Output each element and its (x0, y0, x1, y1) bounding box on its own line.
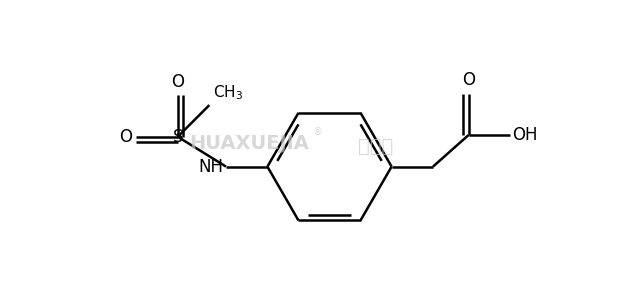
Text: 化学加: 化学加 (358, 137, 393, 156)
Text: NH: NH (198, 158, 224, 176)
Text: ®: ® (313, 127, 323, 137)
Text: O: O (171, 73, 184, 91)
Text: S: S (172, 128, 183, 146)
Text: OH: OH (513, 126, 538, 144)
Text: HUAXUEJIA: HUAXUEJIA (189, 134, 309, 153)
Text: O: O (119, 128, 132, 146)
Text: CH$_3$: CH$_3$ (213, 83, 243, 102)
Text: O: O (462, 71, 475, 89)
